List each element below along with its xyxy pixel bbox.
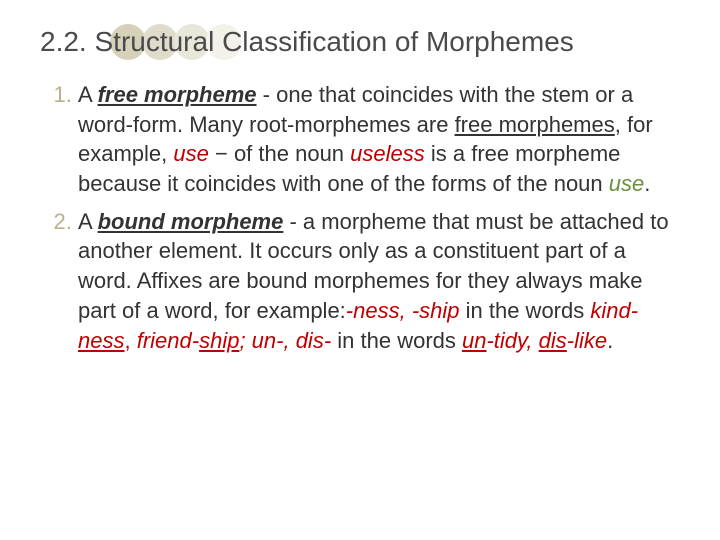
- list-item-free-morpheme: A free morpheme - one that coincides wit…: [78, 80, 680, 199]
- example-ness: ness: [78, 328, 124, 353]
- example-ship: ship: [199, 328, 239, 353]
- example-un: un: [462, 328, 486, 353]
- text: .: [607, 328, 613, 353]
- text: A: [78, 209, 98, 234]
- definition-list: A free morpheme - one that coincides wit…: [40, 80, 680, 355]
- example-un-dis: un-, dis-: [252, 328, 331, 353]
- text: A: [78, 82, 98, 107]
- example-use: use: [173, 141, 208, 166]
- text: -: [283, 209, 303, 234]
- list-item-bound-morpheme: A bound morpheme - a morpheme that must …: [78, 207, 680, 355]
- example-use-green: use: [609, 171, 644, 196]
- example-kind: kind-: [590, 298, 638, 323]
- text: − of the noun: [209, 141, 350, 166]
- slide-title: 2.2. Structural Classification of Morphe…: [40, 26, 680, 58]
- example-friend: friend-: [137, 328, 199, 353]
- example-useless: useless: [350, 141, 425, 166]
- example-like: -like: [567, 328, 607, 353]
- example-dis: dis: [539, 328, 567, 353]
- text: .: [644, 171, 650, 196]
- text: in the words: [331, 328, 462, 353]
- term-free-morpheme: free morpheme: [98, 82, 257, 107]
- example-ness-ship: -ness, -ship: [346, 298, 460, 323]
- underlined-text: free morphemes: [455, 112, 615, 137]
- text: ,: [124, 328, 136, 353]
- text: -: [257, 82, 277, 107]
- text: ;: [239, 328, 251, 353]
- example-tidy: -tidy,: [486, 328, 538, 353]
- slide: 2.2. Structural Classification of Morphe…: [0, 0, 720, 540]
- text: in the words: [460, 298, 591, 323]
- term-bound-morpheme: bound morpheme: [98, 209, 284, 234]
